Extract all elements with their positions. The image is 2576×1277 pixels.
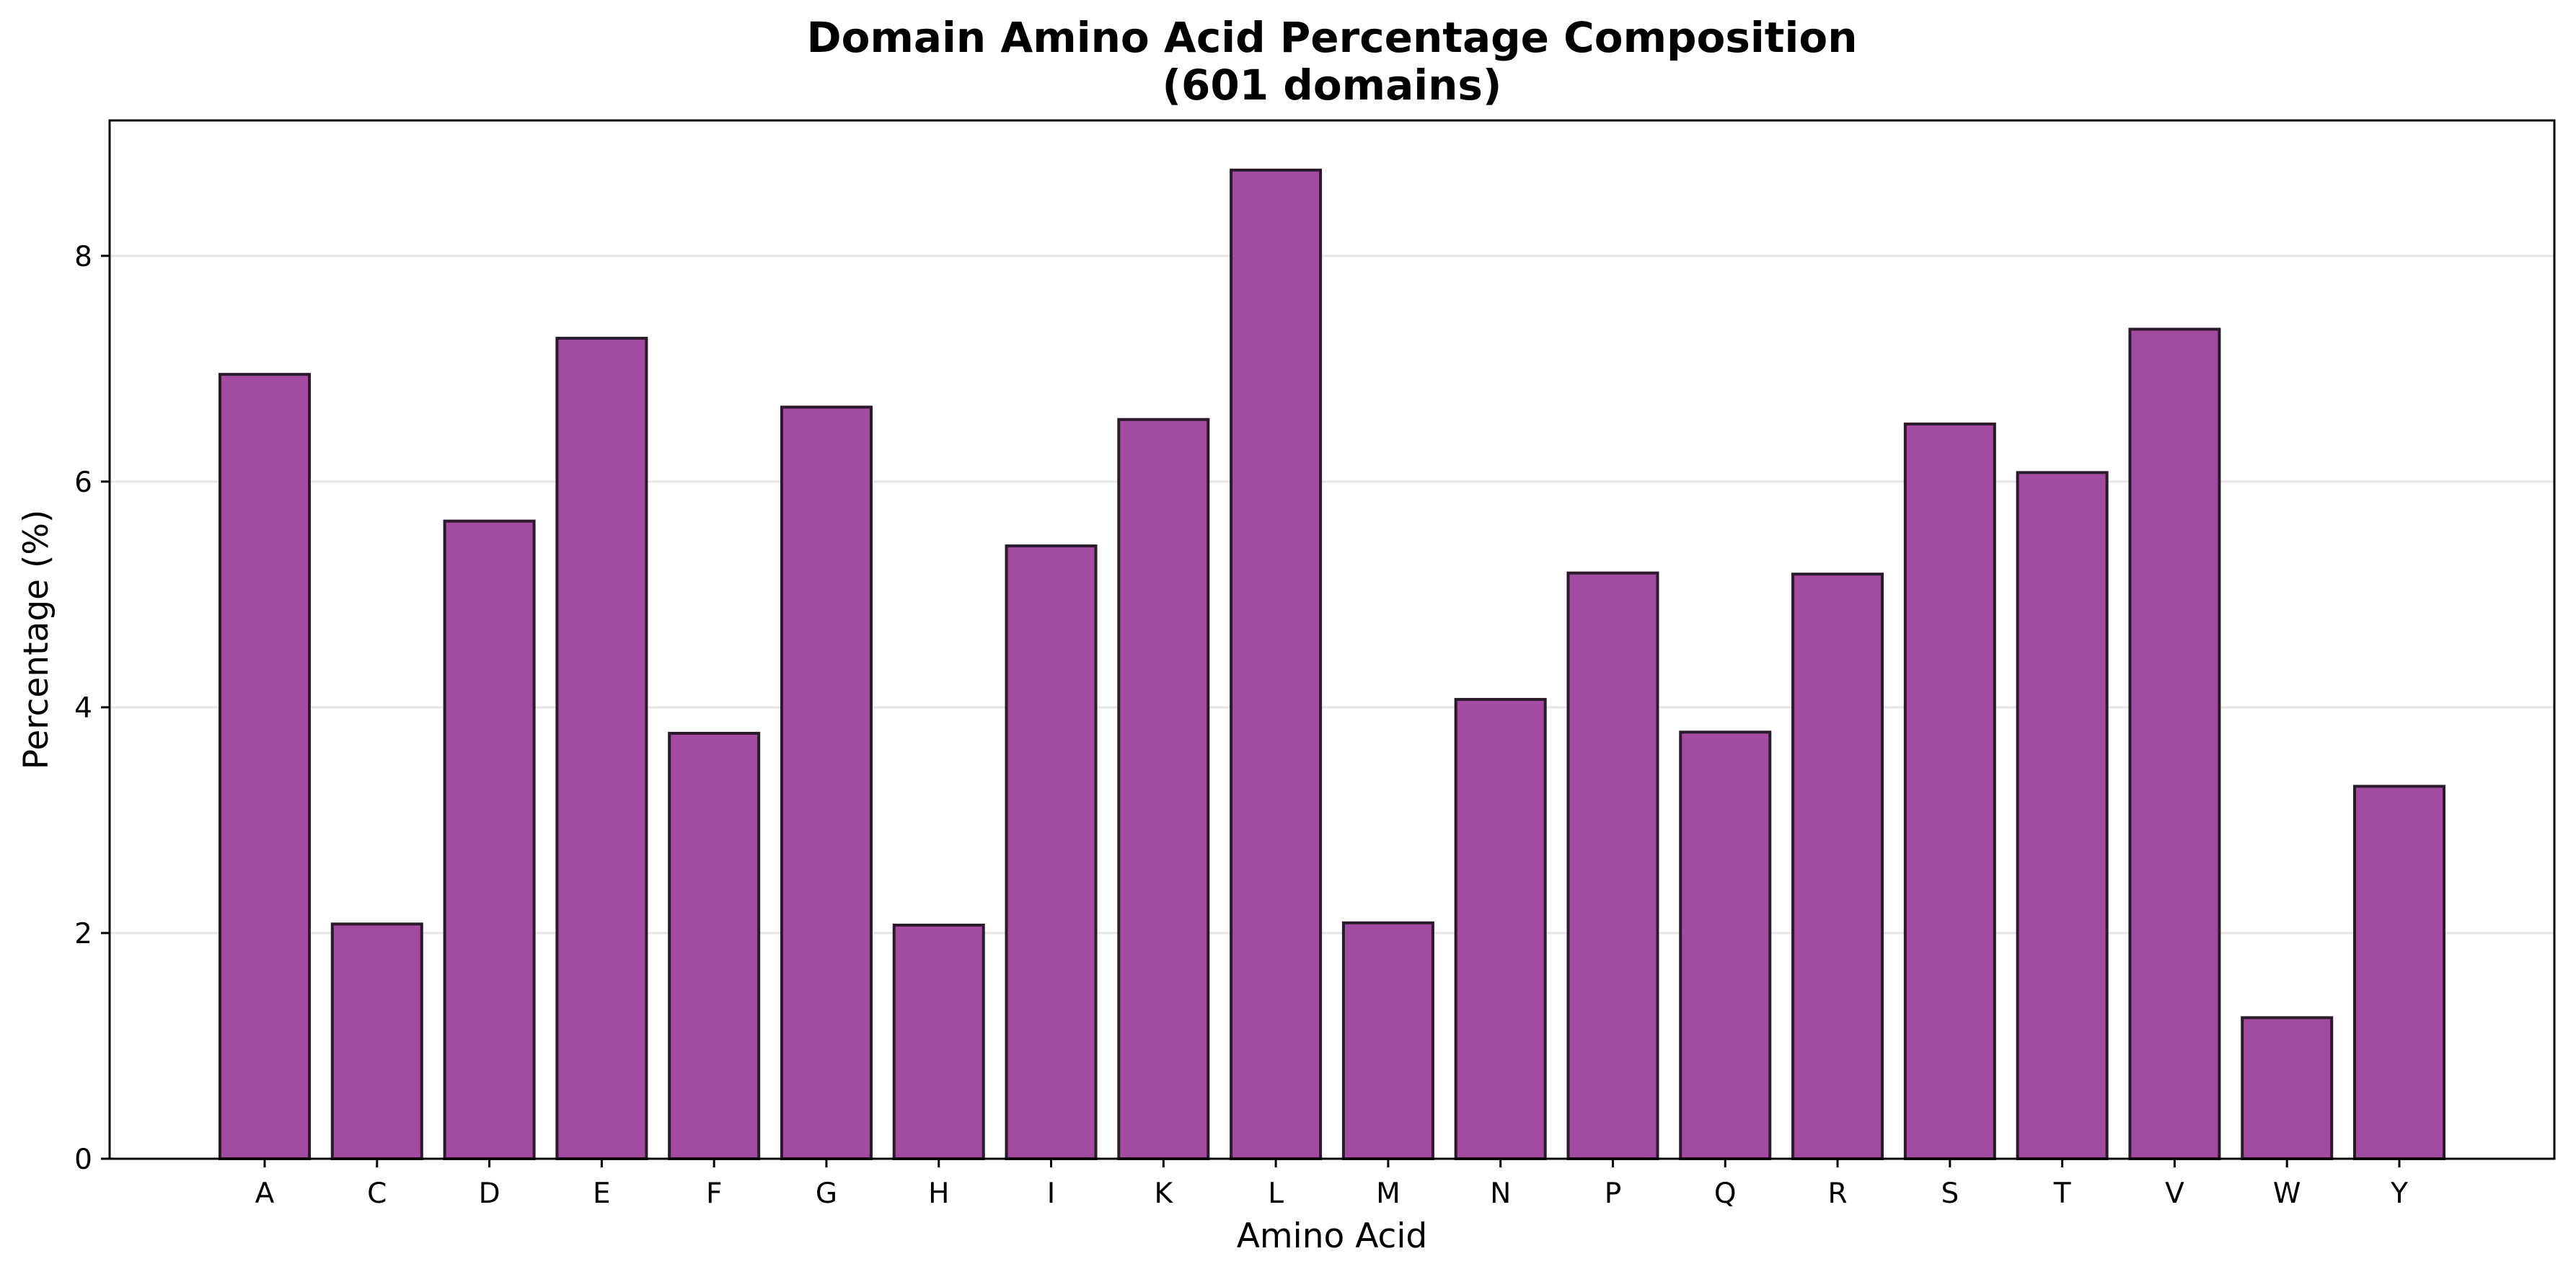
x-tick-label-M: M [1376, 1177, 1401, 1210]
bar-D [443, 519, 536, 1160]
bar-Y [2353, 785, 2445, 1160]
x-tick-label-E: E [593, 1177, 611, 1210]
bar-W [2241, 1016, 2334, 1160]
x-tick-label-F: F [706, 1177, 722, 1210]
y-axis-ticks: 0 2 4 6 8 [74, 241, 110, 1176]
bar-T [2016, 471, 2109, 1160]
y-tick-label-8: 8 [74, 241, 92, 273]
bar-G [780, 405, 873, 1161]
bar-L [1230, 168, 1323, 1161]
bar-V [2128, 327, 2221, 1161]
x-tick-label-Y: Y [2390, 1177, 2408, 1210]
x-tick-label-Q: Q [1714, 1177, 1737, 1210]
x-tick-label-P: P [1605, 1177, 1622, 1210]
y-tick-label-6: 6 [74, 467, 92, 499]
x-tick-label-C: C [367, 1177, 387, 1210]
x-tick-label-D: D [479, 1177, 500, 1210]
bar-C [330, 922, 423, 1161]
bar-P [1566, 571, 1659, 1160]
bar-K [1117, 417, 1210, 1160]
x-tick-label-N: N [1490, 1177, 1511, 1210]
x-tick-label-G: G [816, 1177, 837, 1210]
bar-M [1341, 921, 1434, 1160]
x-tick-label-K: K [1155, 1177, 1174, 1210]
y-tick-label-4: 4 [74, 692, 92, 725]
x-tick-label-A: A [255, 1177, 275, 1210]
x-tick-label-I: I [1047, 1177, 1056, 1210]
x-tick-label-R: R [1827, 1177, 1847, 1210]
x-tick-label-L: L [1268, 1177, 1284, 1210]
y-axis-label: Percentage (%) [17, 510, 56, 770]
bar-H [892, 924, 985, 1160]
x-tick-label-H: H [928, 1177, 949, 1210]
bar-E [555, 337, 648, 1161]
bar-A [219, 373, 311, 1160]
x-tick-label-T: T [2053, 1177, 2071, 1210]
chart-title: Domain Amino Acid Percentage Composition [806, 13, 1857, 62]
bar-I [1005, 544, 1098, 1160]
bar-R [1791, 573, 1884, 1160]
bar-F [668, 731, 761, 1160]
plot-area-frame [108, 119, 2556, 1160]
y-tick-label-2: 2 [74, 918, 92, 950]
x-tick-label-V: V [2165, 1177, 2184, 1210]
chart-subtitle: (601 domains) [1163, 61, 1502, 110]
bar-S [1903, 423, 1996, 1160]
x-axis-label: Amino Acid [1237, 1216, 1428, 1256]
x-tick-label-S: S [1941, 1177, 1959, 1210]
bar-N [1454, 697, 1547, 1160]
y-tick-label-0: 0 [74, 1144, 92, 1176]
bar-Q [1679, 730, 1772, 1160]
bars [219, 168, 2445, 1161]
x-tick-label-W: W [2273, 1177, 2301, 1210]
